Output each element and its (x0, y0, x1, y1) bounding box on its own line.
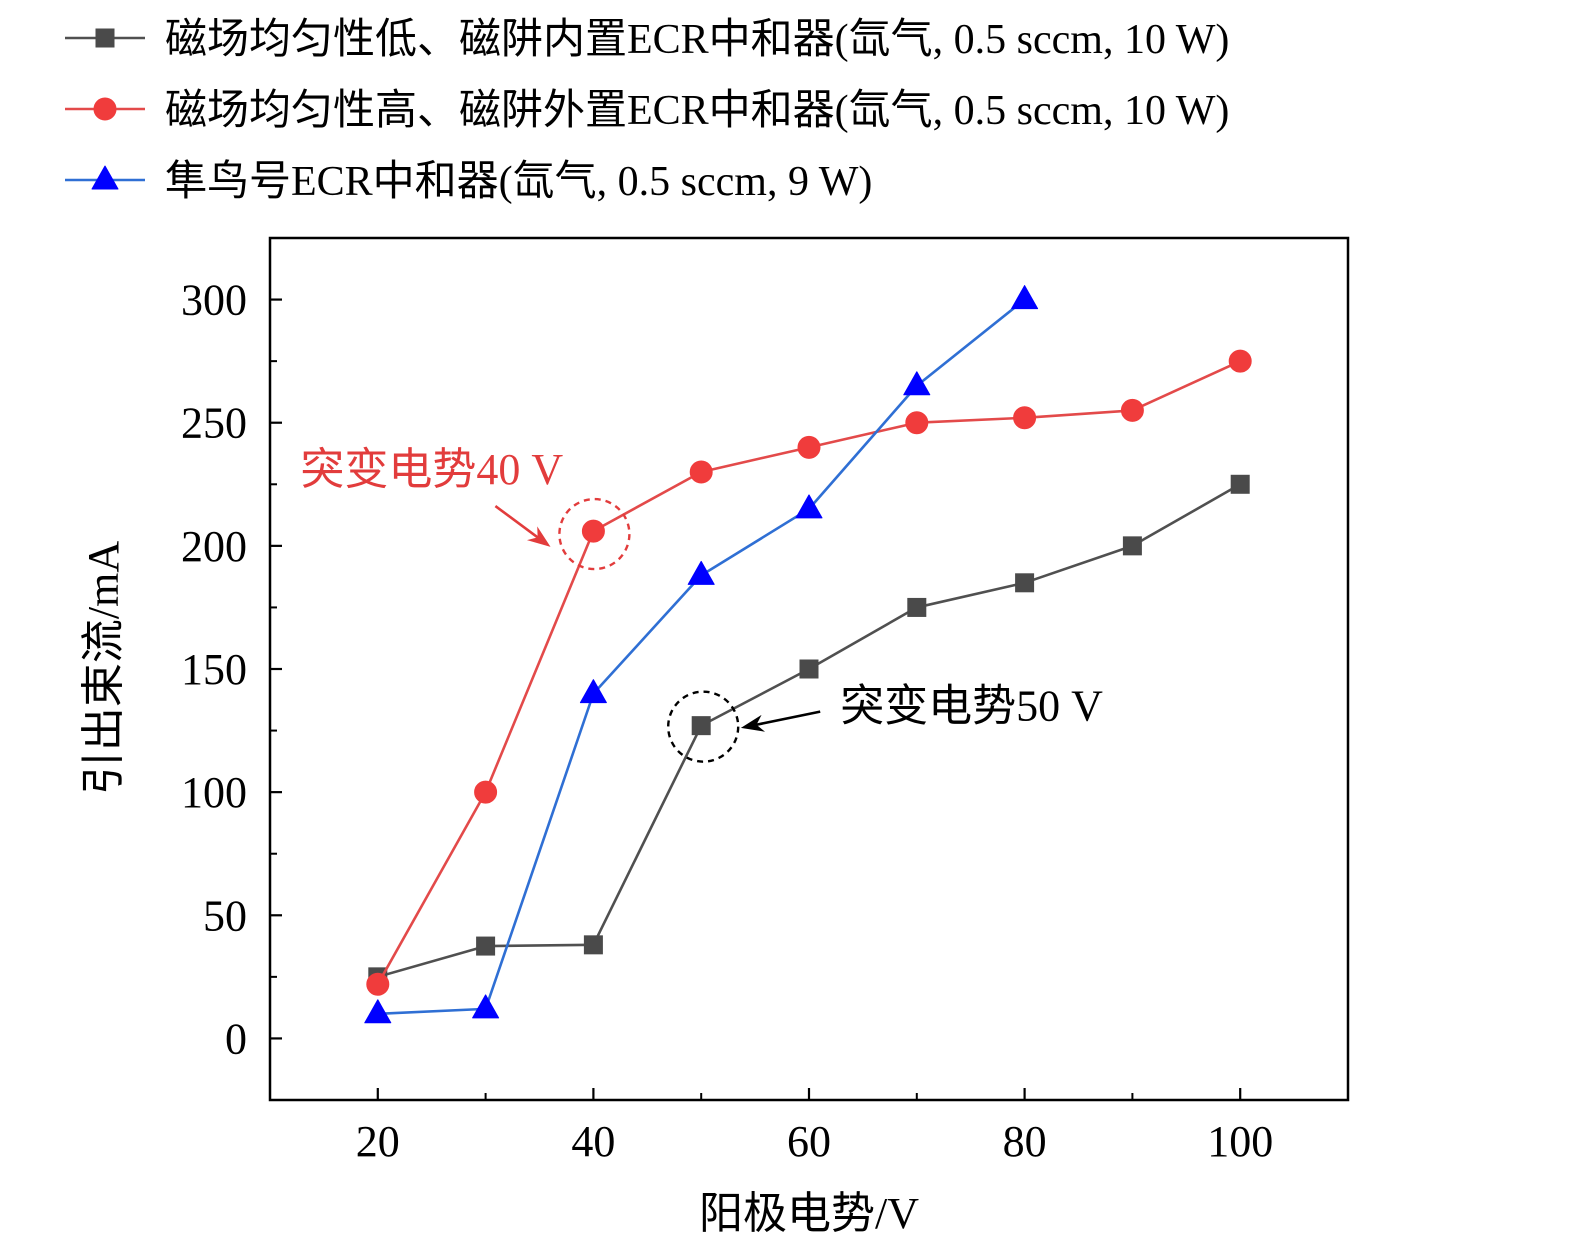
series-2-point-50 (689, 460, 713, 484)
y-tick-label-150: 150 (181, 645, 247, 694)
y-tick-label-250: 250 (181, 399, 247, 448)
series-3-line (377, 298, 1026, 1016)
series-3-point-20 (364, 999, 392, 1024)
annotation-1-dashed-circle (558, 497, 631, 571)
series-2 (366, 349, 1252, 996)
series-1-point-70 (907, 597, 927, 617)
annotation-2-label: 突变电势50 V (840, 682, 1103, 731)
annotation-2-arrow (740, 710, 821, 732)
annotation-2-arrow-head (740, 714, 766, 732)
legend-square-marker (95, 28, 115, 48)
legend-label: 隼鸟号ECR中和器(氙气, 0.5 sccm, 9 W) (165, 158, 872, 205)
series-2-point-100 (1228, 349, 1252, 373)
annotation-1: 突变电势40 V (300, 445, 631, 571)
series-2-point-90 (1120, 398, 1144, 422)
y-tick-label-0: 0 (225, 1014, 247, 1063)
series-2-point-20 (366, 972, 390, 996)
y-tick-label-200: 200 (181, 522, 247, 571)
annotation-1-label: 突变电势40 V (300, 445, 563, 494)
series-3 (364, 285, 1039, 1024)
legend: 磁场均匀性低、磁阱内置ECR中和器(氙气, 0.5 sccm, 10 W) 磁场均… (65, 17, 1229, 205)
series-2-point-80 (1013, 406, 1037, 430)
series-1-point-40 (583, 935, 603, 955)
axis-ticks (270, 298, 1242, 1100)
annotation-1-arrow-shaft (494, 505, 541, 540)
x-tick-label-20: 20 (356, 1117, 400, 1166)
annotation-layer: 突变电势40 V 突变电势50 V (300, 445, 1103, 763)
series-1-point-30 (476, 936, 496, 956)
series-2-point-60 (797, 435, 821, 459)
series-2-point-40 (581, 519, 605, 543)
legend-triangle-marker (91, 165, 119, 190)
series-layer (364, 285, 1252, 1024)
y-tick-label-100: 100 (181, 768, 247, 817)
x-tick-label-80: 80 (1003, 1117, 1047, 1166)
plot-area: 突变电势40 V 突变电势50 V (268, 236, 1350, 1102)
y-tick-labels: 0 50 100 150 200 250 300 (181, 276, 247, 1064)
series-3-point-80 (1011, 285, 1039, 310)
annotation-2-arrow-shaft (753, 710, 821, 727)
series-1-point-60 (799, 659, 819, 679)
legend-entry-2: 磁场均匀性高、磁阱外置ECR中和器(氙气, 0.5 sccm, 10 W) (65, 88, 1229, 134)
legend-circle-marker (93, 97, 117, 121)
y-tick-label-50: 50 (203, 891, 247, 940)
legend-entry-3: 隼鸟号ECR中和器(氙气, 0.5 sccm, 9 W) (65, 158, 872, 205)
annotation-2-dashed-circle (667, 690, 740, 763)
series-3-point-30 (472, 994, 500, 1019)
series-3-point-40 (579, 679, 607, 704)
x-tick-label-60: 60 (787, 1117, 831, 1166)
legend-entry-1: 磁场均匀性低、磁阱内置ECR中和器(氙气, 0.5 sccm, 10 W) (65, 17, 1229, 63)
y-tick-label-300: 300 (181, 276, 247, 325)
series-1-point-90 (1122, 536, 1142, 556)
x-axis-label: 阳极电势/V (699, 1189, 919, 1238)
legend-label: 磁场均匀性低、磁阱内置ECR中和器(氙气, 0.5 sccm, 10 W) (165, 17, 1229, 63)
annotation-1-arrow-head (526, 526, 551, 547)
series-3-point-60 (795, 494, 823, 519)
series-1-point-100 (1230, 474, 1250, 494)
legend-label: 磁场均匀性高、磁阱外置ECR中和器(氙气, 0.5 sccm, 10 W) (165, 88, 1229, 134)
x-tick-label-40: 40 (571, 1117, 615, 1166)
series-1-line (377, 483, 1241, 979)
series-3-point-70 (903, 371, 931, 396)
annotation-1-arrow (494, 505, 551, 547)
series-1 (368, 474, 1250, 987)
x-tick-label-100: 100 (1207, 1117, 1273, 1166)
series-1-point-50 (691, 716, 711, 736)
series-2-point-30 (474, 780, 498, 804)
x-tick-labels: 20 40 60 80 100 (356, 1117, 1273, 1166)
series-3-point-50 (687, 560, 715, 585)
y-axis-label: 引出束流/mA (79, 541, 128, 795)
series-2-point-70 (905, 411, 929, 435)
series-1-point-80 (1015, 573, 1035, 593)
annotation-2: 突变电势50 V (667, 682, 1103, 763)
